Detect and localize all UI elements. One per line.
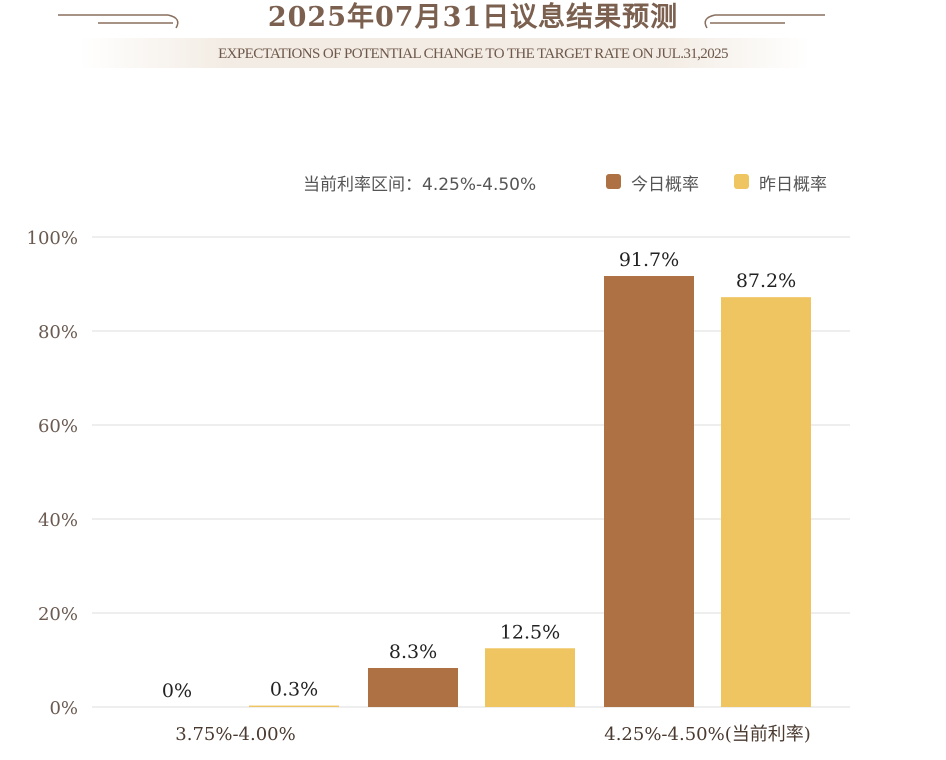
current-rate-text: 当前利率区间：4.25%-4.50% (303, 175, 537, 195)
y-tick-label: 80% (38, 322, 78, 343)
legend-swatch-today (606, 174, 621, 189)
data-label: 0.3% (270, 679, 318, 701)
bar (604, 276, 694, 707)
data-label: 12.5% (500, 621, 560, 643)
y-tick-label: 40% (38, 510, 78, 531)
legend-swatch-yesterday (734, 174, 749, 189)
page-title: 2025年07月31日议息结果预测 (267, 2, 679, 33)
page-subtitle: EXPECTATIONS OF POTENTIAL CHANGE TO THE … (218, 46, 728, 62)
legend-label-today: 今日概率 (631, 175, 699, 195)
bar (721, 297, 811, 707)
data-label: 91.7% (619, 249, 679, 271)
data-label: 8.3% (389, 641, 437, 663)
data-label: 0% (162, 680, 192, 702)
bar (485, 648, 575, 707)
y-tick-label: 0% (49, 698, 78, 719)
bar (249, 705, 339, 707)
legend-label-yesterday: 昨日概率 (759, 175, 827, 195)
title-ornament-right (704, 14, 825, 29)
y-tick-label: 100% (27, 228, 78, 249)
chart-legend: 当前利率区间：4.25%-4.50% 今日概率 昨日概率 (0, 168, 946, 196)
y-tick-label: 20% (38, 604, 78, 625)
bar (368, 667, 458, 707)
y-tick-label: 60% (38, 416, 78, 437)
x-tick-label: 4.25%-4.50%(当前利率) (604, 724, 811, 745)
title-ornament-left (58, 14, 179, 29)
header-band (80, 38, 810, 68)
data-label: 87.2% (736, 270, 796, 292)
x-tick-label: 3.75%-4.00% (175, 724, 295, 745)
